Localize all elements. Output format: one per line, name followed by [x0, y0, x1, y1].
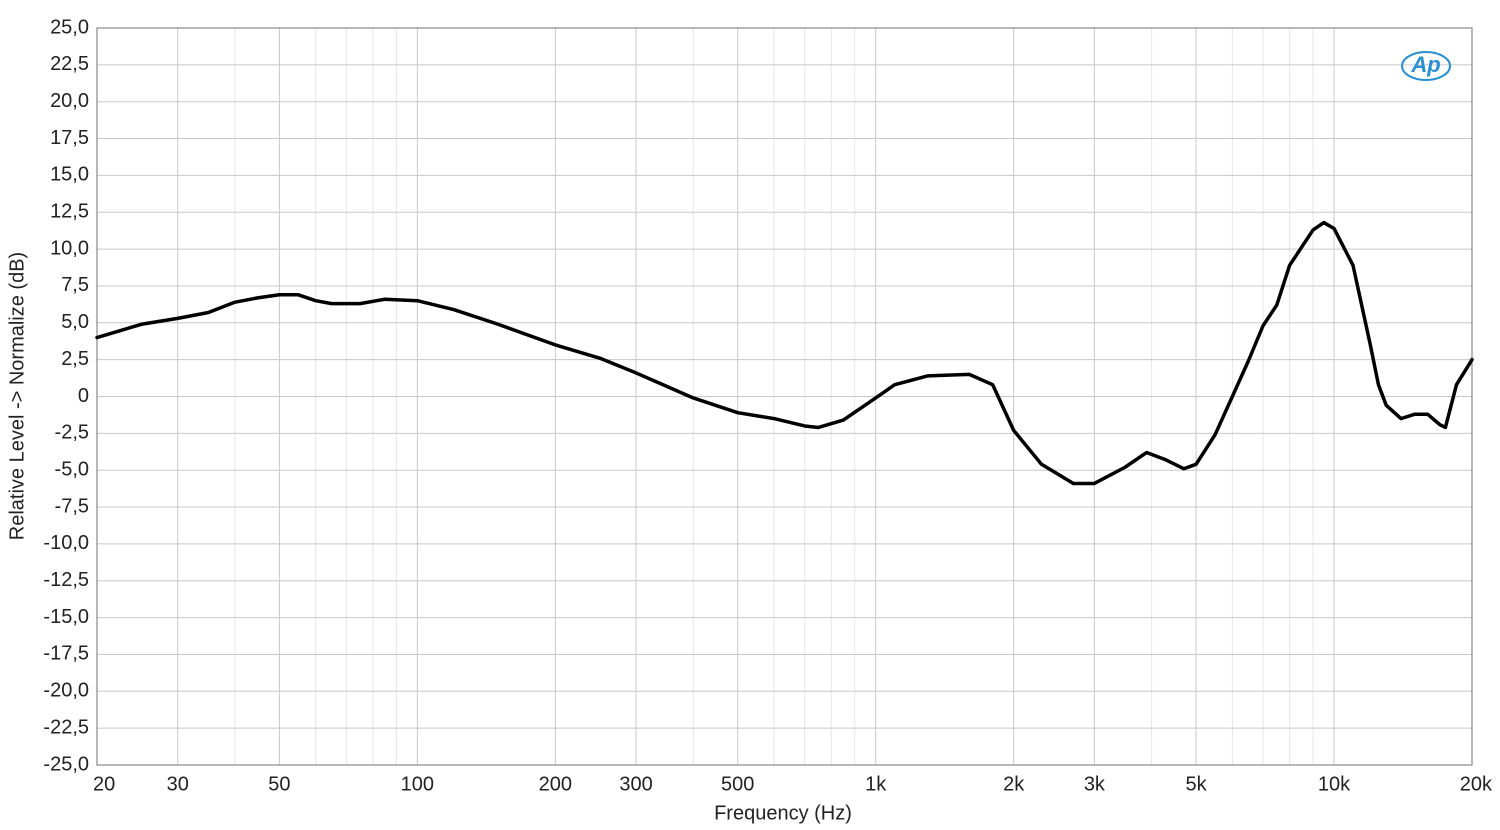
x-tick-label: 300: [619, 773, 652, 795]
y-tick-label: 5,0: [61, 311, 89, 333]
x-tick-label: 200: [539, 773, 572, 795]
y-tick-label: -5,0: [55, 458, 89, 480]
y-tick-label: 15,0: [50, 164, 89, 186]
grid: [96, 27, 1473, 766]
x-tick-label: 50: [268, 773, 290, 795]
x-tick-label: 3k: [1084, 773, 1106, 795]
y-tick-label: -20,0: [43, 680, 89, 702]
y-tick-label: 17,5: [50, 127, 89, 149]
logo-text: Ap: [1410, 52, 1440, 77]
y-tick-label: 25,0: [50, 16, 89, 38]
y-axis-title: Relative Level -> Normalize (dB): [6, 252, 28, 540]
y-tick-label: -12,5: [43, 569, 89, 591]
y-tick-label: -22,5: [43, 716, 89, 738]
y-tick-label: 0: [78, 385, 89, 407]
response-line: [95, 220, 1474, 486]
y-tick-label: 22,5: [50, 53, 89, 75]
y-tick-label: -17,5: [43, 643, 89, 665]
x-tick-label: 500: [721, 773, 754, 795]
plot-frame: [96, 27, 1473, 766]
logo: Ap: [1401, 51, 1451, 81]
x-tick-label: 5k: [1185, 773, 1207, 795]
x-axis-title: Frequency (Hz): [714, 802, 852, 824]
x-tick-label: 30: [167, 773, 189, 795]
logo-ring: [1401, 51, 1451, 81]
x-tick-label: 20: [93, 773, 115, 795]
y-tick-label: -15,0: [43, 606, 89, 628]
x-tick-label: 2k: [1003, 773, 1025, 795]
y-tick-label: -10,0: [43, 532, 89, 554]
x-tick-label: 20k: [1460, 773, 1493, 795]
y-tick-label: 20,0: [50, 90, 89, 112]
x-tick-label: 100: [401, 773, 434, 795]
y-tick-label: -7,5: [55, 495, 89, 517]
y-tick-label: 12,5: [50, 201, 89, 223]
x-tick-label: 10k: [1318, 773, 1351, 795]
y-tick-label: 10,0: [50, 237, 89, 259]
y-tick-label: -2,5: [55, 422, 89, 444]
y-tick-label: -25,0: [43, 753, 89, 775]
y-tick-label: 7,5: [61, 274, 89, 296]
y-tick-label: 2,5: [61, 348, 89, 370]
x-tick-label: 1k: [865, 773, 887, 795]
